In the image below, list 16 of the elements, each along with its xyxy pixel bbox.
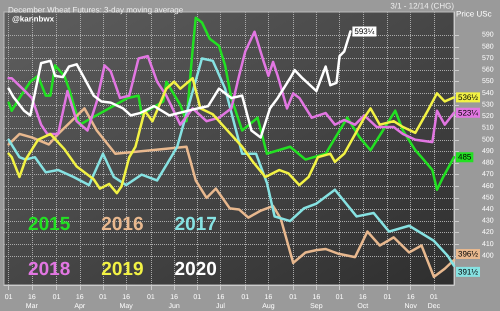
series-label: 2017 [174, 214, 217, 235]
annotation: @kannbwx [12, 14, 55, 24]
text: 2018 [28, 259, 70, 280]
data-label: 391½ [458, 267, 478, 276]
text: 2020 [174, 259, 217, 280]
data-label: 536½ [458, 92, 478, 102]
text: 2015 [28, 214, 71, 235]
text: 3/1 - 12/14 (CHG) [390, 2, 454, 10]
data-label: 593¼ [354, 26, 375, 36]
data-label: 396½ [458, 250, 478, 259]
chart-title: December Wheat Futures: 3-day moving average [8, 6, 184, 14]
text: 2016 [101, 214, 144, 235]
data-label: 523¼ [458, 108, 478, 118]
text: 2019 [101, 259, 144, 280]
y-axis-title: Price USc [456, 10, 492, 18]
data-label: 485 [458, 152, 472, 162]
